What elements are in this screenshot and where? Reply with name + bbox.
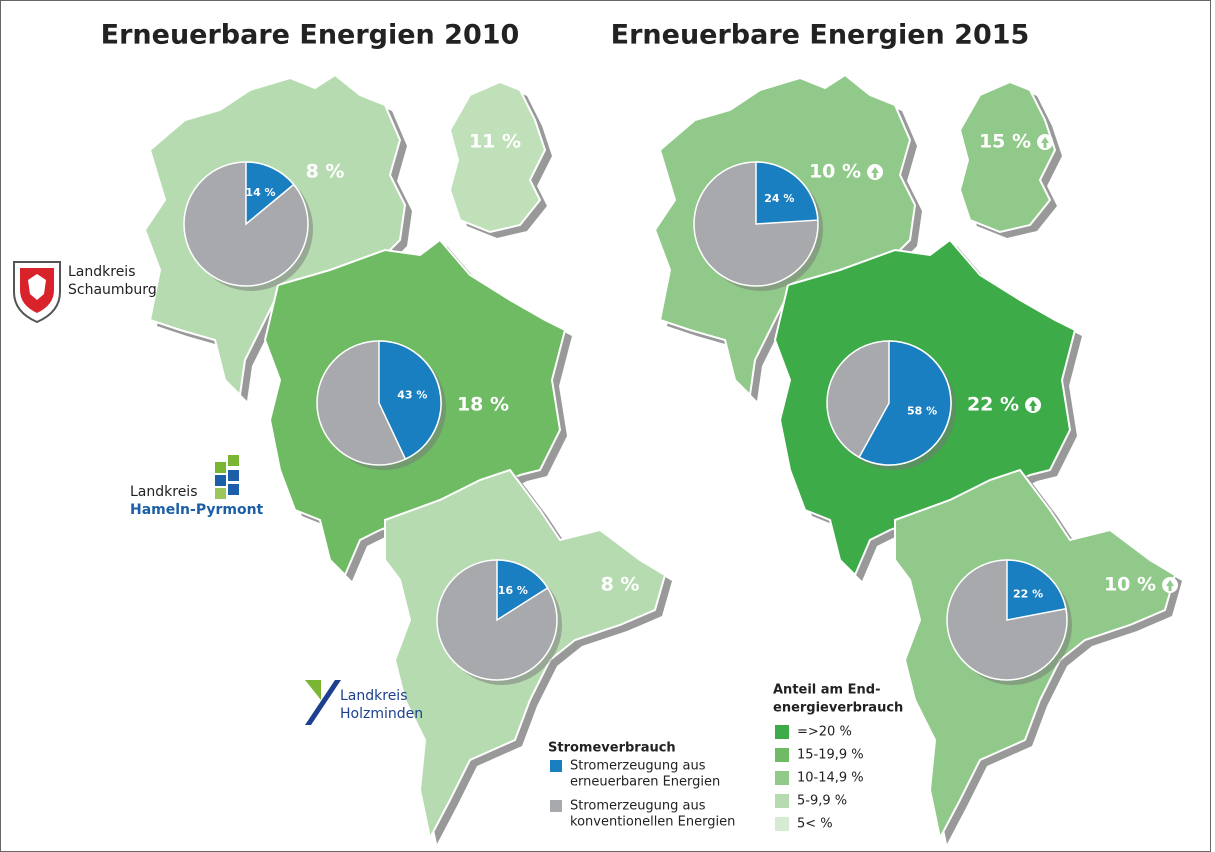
pie-slice <box>496 559 549 622</box>
legend-label: konventionellen Energien <box>570 815 735 830</box>
legend-label: erneuerbaren Energien <box>570 775 720 790</box>
logo-holzminden-icon <box>305 680 341 725</box>
trend-icon <box>871 167 880 178</box>
panel-title: Erneuerbare Energien 2010 <box>101 20 520 51</box>
share-label: 10 % <box>809 161 861 183</box>
legend-swatch <box>550 760 562 772</box>
share-label: 22 % <box>967 394 1019 416</box>
legend-label: Stromerzeugung aus <box>570 799 706 814</box>
legend-label: =>20 % <box>797 725 852 740</box>
trend-icon <box>1029 400 1038 411</box>
logo-text: Landkreis <box>68 264 136 280</box>
legend-label: 5< % <box>797 817 833 832</box>
logo-schaumburg-icon <box>13 261 61 324</box>
panel-title: Erneuerbare Energien 2015 <box>611 20 1030 51</box>
logo-text: Holzminden <box>340 706 423 722</box>
legend-label: Stromerzeugung aus <box>570 759 706 774</box>
legend-swatch <box>775 748 789 762</box>
pie-label: 58 % <box>907 404 937 417</box>
logo-text: Schaumburg <box>68 282 157 298</box>
legend-label: 10-14,9 % <box>797 771 864 786</box>
region-shape <box>448 80 547 234</box>
legend-swatch <box>550 800 562 812</box>
share-label: 15 % <box>979 131 1031 153</box>
region-shape <box>958 80 1057 234</box>
pie-slice <box>245 161 295 226</box>
logo-text: Landkreis <box>340 688 408 704</box>
share-label: 8 % <box>601 574 640 596</box>
legend-title: Stromeverbrauch <box>548 741 676 756</box>
trend-icon <box>1041 137 1050 148</box>
share-label: 11 % <box>469 131 521 153</box>
logo-text: Hameln-Pyrmont <box>130 502 264 518</box>
logo-hameln-icon <box>215 455 239 499</box>
share-label: 10 % <box>1104 574 1156 596</box>
pie-label: 43 % <box>397 389 427 402</box>
share-label: 18 % <box>457 394 509 416</box>
region <box>448 80 552 238</box>
legend-swatch <box>775 771 789 785</box>
pie-label: 16 % <box>498 584 528 597</box>
pie-label: 24 % <box>764 192 794 205</box>
legend-swatch <box>775 725 789 739</box>
region <box>958 80 1062 238</box>
share-label: 8 % <box>306 161 345 183</box>
pie-slice <box>858 340 952 466</box>
legend-label: 5-9,9 % <box>797 794 847 809</box>
pie-slice <box>378 340 442 461</box>
legend-label: 15-19,9 % <box>797 748 864 763</box>
legend-swatch <box>775 794 789 808</box>
trend-icon <box>1166 580 1175 591</box>
logo-text: Landkreis <box>130 484 198 500</box>
pie-slice <box>755 161 819 225</box>
pie-label: 14 % <box>245 186 275 199</box>
legend-swatch <box>775 817 789 831</box>
legend-title: energieverbrauch <box>773 701 903 716</box>
legend-title: Anteil am End- <box>773 683 880 698</box>
pie-slice <box>1006 559 1067 621</box>
pie-label: 22 % <box>1013 588 1043 601</box>
